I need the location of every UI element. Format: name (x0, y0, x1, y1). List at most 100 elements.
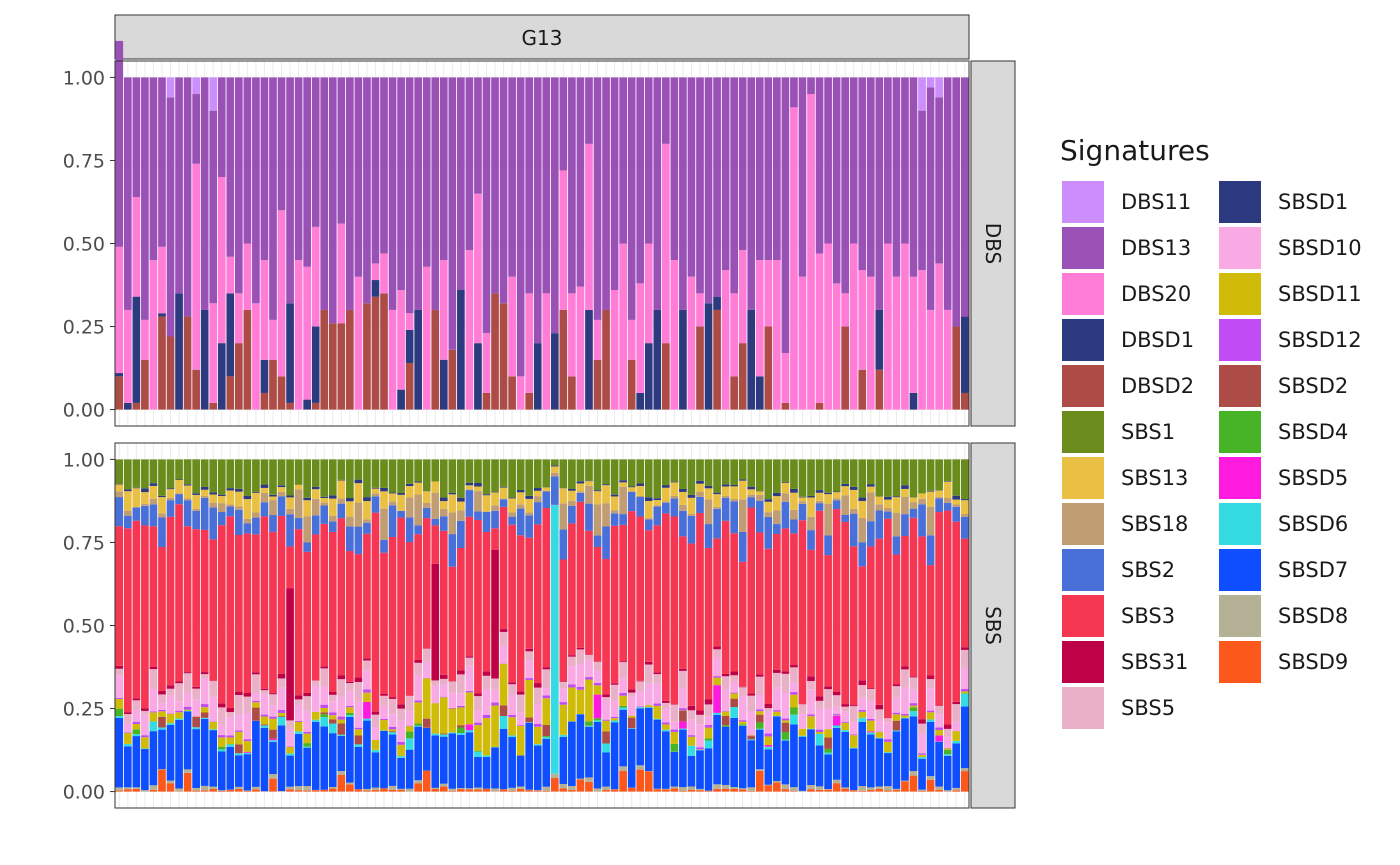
bar-segment-sbsd10 (781, 692, 790, 719)
bar-segment-sbsd7 (183, 711, 192, 770)
bar-segment-sbsd8 (192, 787, 200, 791)
bar-segment-sbs13 (294, 484, 303, 490)
bar-segment-sbs1 (252, 459, 260, 492)
bar-segment-sbsd2 (252, 707, 260, 721)
bar-segment-sbsd2 (158, 716, 166, 728)
bar-segment-sbsd7 (858, 721, 867, 787)
bar-segment-sbs5 (901, 669, 909, 688)
bar-segment-sbsd9 (209, 788, 218, 792)
bar-segment-dbsd2 (952, 326, 961, 410)
bar-segment-dbsd2 (593, 359, 602, 410)
bar-segment-sbs5 (824, 689, 832, 709)
bar-segment-sbs31 (841, 704, 850, 707)
bar-segment-sbs2 (909, 508, 918, 518)
bar-segment-sbs1 (234, 459, 243, 489)
bar-segment-sbs2 (508, 516, 516, 525)
bar-segment-sbsd11 (576, 689, 585, 715)
bar-segment-sbsd10 (448, 692, 457, 709)
bar-segment-sbsd8 (773, 781, 781, 783)
bar-segment-sbsd12 (909, 703, 918, 706)
bar-segment-sbs3 (790, 533, 798, 666)
bar-segment-sbsd1 (508, 497, 516, 499)
bar-segment-sbsd8 (439, 783, 448, 787)
bar-segment-sbsd5 (713, 685, 721, 713)
bar-segment-sbsd6 (465, 730, 474, 733)
bar-segment-sbs18 (320, 502, 329, 506)
legend-swatch (1062, 411, 1104, 453)
bar-segment-sbsd2 (602, 731, 610, 744)
bar-segment-sbs13 (200, 489, 209, 496)
bar-segment-sbsd7 (260, 727, 269, 792)
bar-segment-sbsd10 (790, 682, 798, 693)
bar-segment-sbsd11 (602, 720, 610, 732)
bar-segment-sbsd8 (670, 786, 679, 789)
bar-segment-dbs13 (363, 77, 371, 304)
bar-segment-sbs13 (627, 487, 636, 492)
bar-segment-sbsd9 (422, 770, 431, 792)
bar-segment-sbsd12 (764, 733, 773, 737)
bar-segment-sbsd9 (935, 789, 943, 792)
bar-segment-sbs5 (422, 648, 431, 662)
bar-segment-sbsd6 (277, 716, 286, 726)
bar-segment-sbsd12 (866, 718, 875, 721)
bar-segment-sbsd4 (303, 743, 311, 747)
legend-swatch (1219, 319, 1261, 361)
bar-segment-dbs13 (773, 77, 781, 261)
bar-segment-sbsd9 (474, 789, 482, 792)
bar-segment-sbs13 (943, 481, 952, 498)
bar-segment-dbs20 (858, 270, 867, 370)
bar-segment-sbsd1 (679, 488, 687, 492)
bar-segment-sbs5 (491, 678, 499, 690)
bar-segment-sbs1 (499, 459, 508, 487)
bar-segment-dbs13 (764, 77, 773, 261)
bar-segment-sbs2 (619, 514, 627, 525)
bar-segment-sbs13 (661, 487, 670, 502)
bar-segment-sbsd10 (405, 711, 414, 726)
bar-segment-sbsd12 (320, 704, 329, 708)
bar-segment-sbsd8 (713, 784, 721, 789)
bar-segment-sbsd9 (508, 790, 516, 792)
bar-segment-sbsd4 (824, 748, 832, 753)
bar-segment-dbs13 (115, 40, 124, 247)
bar-segment-dbsd2 (482, 392, 491, 410)
bar-segment-sbsd7 (286, 755, 294, 787)
bar-segment-sbs3 (414, 534, 423, 661)
bar-segment-sbs13 (243, 499, 252, 519)
bar-segment-sbs1 (286, 459, 294, 496)
bar-segment-sbsd11 (183, 709, 192, 711)
bar-segment-sbs1 (380, 459, 388, 488)
bar-segment-sbsd2 (277, 715, 286, 717)
bar-segment-sbsd9 (525, 790, 534, 792)
bar-segment-sbs31 (175, 681, 183, 684)
bar-segment-sbsd8 (542, 786, 551, 791)
bar-segment-sbs18 (585, 485, 593, 504)
bar-segment-dbs13 (687, 77, 696, 277)
bar-segment-sbsd11 (294, 721, 303, 732)
bar-segment-sbsd12 (465, 690, 474, 693)
bar-segment-sbs1 (294, 459, 303, 485)
bar-segment-sbs31 (696, 710, 704, 715)
bar-segment-sbs18 (226, 504, 235, 507)
bar-segment-sbs1 (217, 459, 226, 495)
bar-segment-sbsd9 (166, 783, 175, 792)
bar-segment-sbs31 (294, 695, 303, 700)
bar-segment-sbs1 (474, 459, 482, 484)
bar-segment-sbs18 (747, 494, 756, 498)
bar-segment-sbsd7 (533, 745, 542, 791)
bar-segment-sbsd8 (149, 785, 158, 790)
bar-segment-sbsd1 (482, 494, 491, 496)
bar-segment-dbs20 (209, 303, 218, 403)
bar-segment-dbs13 (286, 77, 294, 304)
bar-segment-sbsd12 (457, 705, 465, 708)
bar-segment-sbsd7 (661, 731, 670, 789)
bar-segment-sbs13 (525, 498, 534, 513)
bar-segment-sbsd1 (713, 492, 721, 495)
bar-segment-sbsd7 (508, 737, 516, 788)
bar-segment-sbsd9 (516, 788, 525, 792)
bar-segment-sbsd8 (824, 789, 832, 790)
bar-segment-sbsd6 (414, 725, 423, 727)
bar-segment-sbs18 (773, 510, 781, 525)
bar-segment-sbsd1 (926, 490, 935, 492)
bar-segment-sbsd8 (405, 788, 414, 792)
bar-segment-sbs1 (764, 459, 773, 500)
